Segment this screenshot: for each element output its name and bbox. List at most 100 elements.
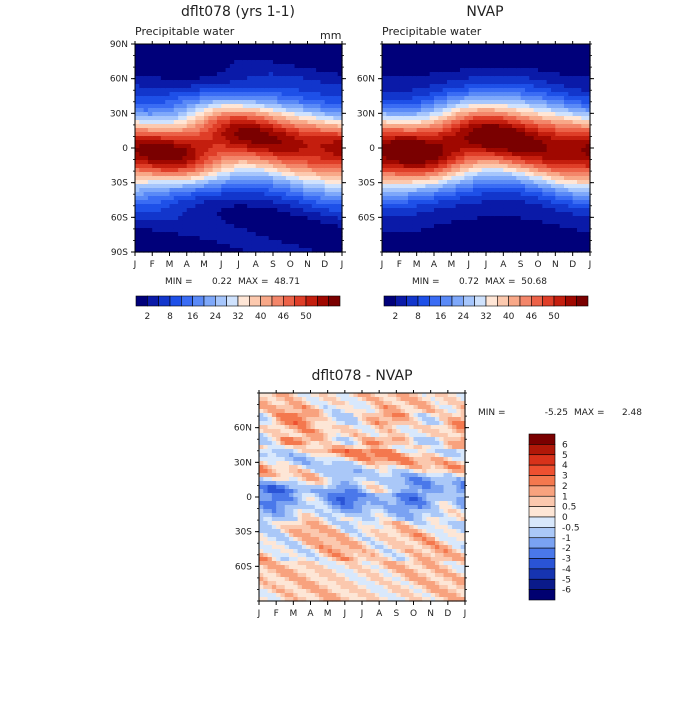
heat-cell: [320, 128, 325, 133]
heat-cell: [260, 48, 265, 53]
heat-cell: [299, 52, 304, 57]
heat-cell: [490, 204, 495, 209]
heat-cell: [182, 168, 187, 173]
heat-cell: [135, 196, 140, 201]
heat-cell: [251, 196, 256, 201]
heat-cell: [408, 192, 413, 197]
heat-cell: [412, 192, 417, 197]
heat-cell: [560, 164, 565, 169]
heat-cell: [430, 68, 435, 73]
heat-cell: [495, 108, 500, 113]
heat-cell: [161, 156, 166, 161]
heat-cell: [217, 124, 222, 129]
heat-cell: [256, 232, 261, 237]
heat-cell: [499, 88, 504, 93]
heat-cell: [438, 236, 443, 241]
heat-cell: [144, 156, 149, 161]
heat-cell: [247, 244, 252, 249]
heat-cell: [508, 44, 513, 49]
heat-cell: [408, 240, 413, 245]
heat-cell: [399, 92, 404, 97]
heat-cell: [456, 200, 461, 205]
heat-cell: [277, 156, 282, 161]
heat-cell: [174, 240, 179, 245]
heat-cell: [499, 224, 504, 229]
heat-cell: [395, 184, 400, 189]
heat-cell: [391, 112, 396, 117]
heat-cell: [308, 240, 313, 245]
heat-cell: [560, 148, 565, 153]
heat-cell: [529, 200, 534, 205]
heat-cell: [208, 80, 213, 85]
heat-cell: [178, 176, 183, 181]
heat-cell: [213, 196, 218, 201]
heat-cell: [534, 64, 539, 69]
heat-cell: [499, 68, 504, 73]
heat-cell: [525, 120, 530, 125]
heat-cell: [382, 56, 387, 61]
heat-cell: [573, 148, 578, 153]
panel-dflt078: dflt078 (yrs 1-1) Precipitable water mm …: [110, 4, 346, 322]
heat-cell: [443, 208, 448, 213]
heat-cell: [521, 108, 526, 113]
heat-cell: [451, 84, 456, 89]
heat-cell: [408, 80, 413, 85]
heat-cell: [174, 128, 179, 133]
heat-cell: [438, 228, 443, 233]
heat-cell: [425, 56, 430, 61]
heat-cell: [243, 72, 248, 77]
heat-cell: [382, 48, 387, 53]
heat-cell: [529, 92, 534, 97]
heat-cell: [391, 56, 396, 61]
heat-cell: [386, 148, 391, 153]
heat-cell: [217, 148, 222, 153]
heat-cell: [408, 72, 413, 77]
heat-cell: [404, 184, 409, 189]
heat-cell: [316, 76, 321, 81]
heat-cell: [204, 188, 209, 193]
heat-cell: [438, 144, 443, 149]
heat-cell: [512, 232, 517, 237]
heat-cell: [551, 72, 556, 77]
heat-cell: [508, 176, 513, 181]
heat-cell: [412, 80, 417, 85]
heat-cell: [486, 184, 491, 189]
heat-cell: [477, 200, 482, 205]
heat-cell: [508, 184, 513, 189]
heat-cell: [195, 112, 200, 117]
heat-cell: [320, 180, 325, 185]
heat-cell: [469, 152, 474, 157]
colorbar-swatch: [181, 296, 192, 306]
heat-cell: [408, 44, 413, 49]
heat-cell: [451, 188, 456, 193]
heat-cell: [295, 116, 300, 121]
heat-cell: [239, 108, 244, 113]
heat-cell: [191, 60, 196, 65]
heat-cell: [425, 112, 430, 117]
heat-cell: [217, 232, 222, 237]
heat-cell: [226, 172, 231, 177]
heat-cell: [391, 164, 396, 169]
heat-cell: [573, 240, 578, 245]
heat-cell: [434, 128, 439, 133]
heat-cell: [386, 172, 391, 177]
heat-cell: [512, 176, 517, 181]
heat-cell: [382, 196, 387, 201]
heat-cell: [404, 108, 409, 113]
heat-cell: [316, 56, 321, 61]
heat-cell: [148, 124, 153, 129]
heat-cell: [170, 160, 175, 165]
heat-cell: [269, 196, 274, 201]
heat-cell: [316, 160, 321, 165]
heat-cell: [161, 64, 166, 69]
heat-cell: [573, 168, 578, 173]
heat-cell: [391, 104, 396, 109]
heat-cell: [430, 80, 435, 85]
heat-cell: [430, 108, 435, 113]
heat-cell: [256, 200, 261, 205]
heat-cell: [469, 60, 474, 65]
heat-cell: [243, 212, 248, 217]
heat-cell: [320, 52, 325, 57]
heat-cell: [170, 164, 175, 169]
heat-cell: [217, 184, 222, 189]
